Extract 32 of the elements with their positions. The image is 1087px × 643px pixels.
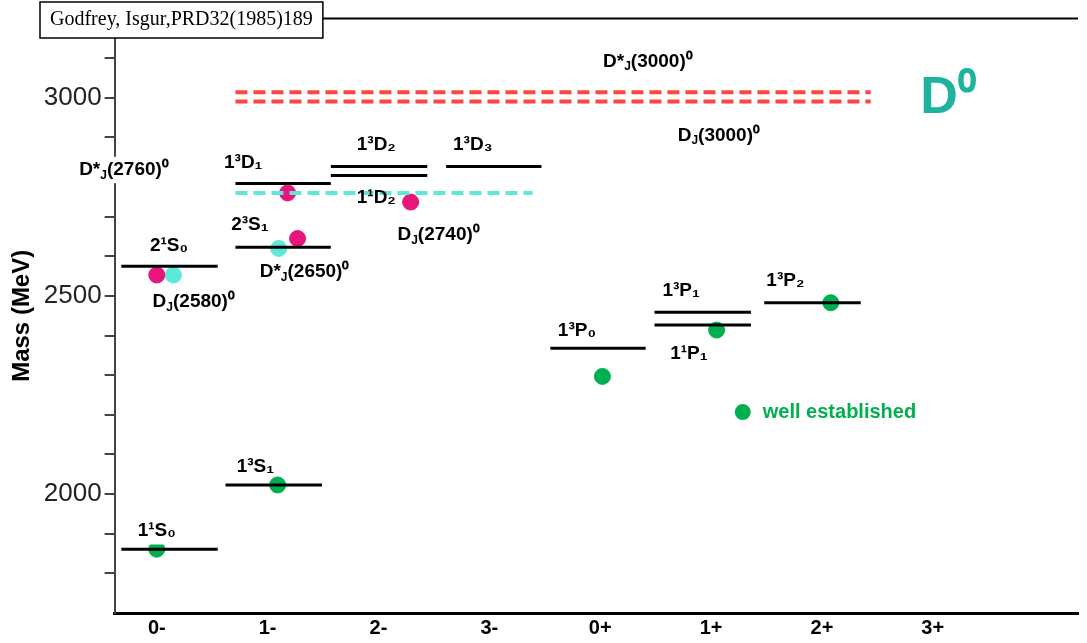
annotation: 2¹S₀ [149,233,189,255]
annotation: 1³D₃ [453,132,493,154]
annotation: 1³P₂ [766,268,805,290]
x-tick-label: 2+ [810,615,834,638]
annotation: 1¹D₂ [356,185,396,207]
annotation: 1³D₂ [356,132,396,154]
y-tick-label: 3000 [43,81,102,112]
annotation: 1¹P₁ [670,342,708,364]
y-tick-label: 2500 [43,279,102,310]
annotation: Godfrey, Isgur,PRD32(1985)189 [50,7,313,31]
point [148,266,166,284]
text: D⁰ [920,65,976,124]
x-tick-label: 2- [369,615,388,638]
annotation: 2³S₁ [231,213,269,235]
x-tick-label: 0- [147,615,166,638]
x-tick-label: 0+ [588,615,612,638]
annotation: 1³P₁ [662,279,700,301]
legend-label: well established [761,399,917,422]
point [289,230,307,248]
point [164,266,182,284]
y-tick-label: 2000 [43,477,102,508]
annotation: 1³D₁ [224,150,263,172]
x-tick-label: 3- [480,615,499,638]
x-tick-label: 1+ [699,615,723,638]
x-tick-label: 1- [258,615,277,638]
annotation: 1¹S₀ [137,519,176,541]
point [593,367,611,385]
point [402,193,420,211]
x-tick-label: 3+ [921,615,945,638]
annotation: 1³S₁ [236,455,275,477]
y-axis-title: Mass (MeV) [7,249,35,382]
annotation: 1³P₀ [557,318,596,340]
